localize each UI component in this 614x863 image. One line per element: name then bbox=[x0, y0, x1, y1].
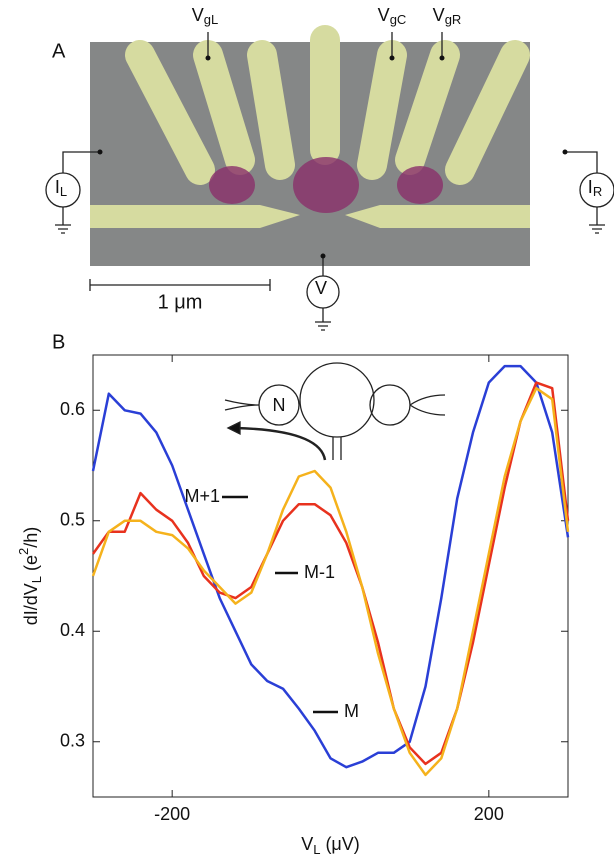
y-tick-label: 0.3 bbox=[60, 731, 85, 751]
gate-label-main: V bbox=[433, 5, 445, 25]
x-tick-label: -200 bbox=[154, 804, 190, 824]
quantum-dots bbox=[209, 157, 443, 213]
y-axis-label-part: (e bbox=[21, 555, 41, 576]
x-tick-label: 200 bbox=[474, 804, 504, 824]
series-label: M-1 bbox=[304, 562, 335, 582]
gate-label-main: V bbox=[378, 5, 390, 25]
gate-label: VgC bbox=[378, 5, 407, 28]
y-axis-label-part: /h) bbox=[21, 527, 41, 548]
scale-bar-label: 1 μm bbox=[158, 291, 203, 313]
gate-label: VgR bbox=[433, 5, 462, 28]
y-axis-label-part: dI/dV bbox=[21, 583, 41, 625]
panel-label: A bbox=[52, 40, 66, 62]
inset-schematic bbox=[224, 362, 446, 461]
series-label: M bbox=[344, 701, 359, 721]
meter-label-main: V bbox=[315, 278, 327, 298]
y-tick-label: 0.5 bbox=[60, 510, 85, 530]
gates bbox=[90, 25, 530, 228]
y-axis-label: dI/dVL (e2/h) bbox=[16, 527, 44, 626]
series-line bbox=[91, 381, 570, 766]
meter-label-main: I bbox=[588, 177, 593, 197]
meter-label: IR bbox=[588, 177, 602, 200]
inset-label: N bbox=[273, 395, 286, 415]
gate-label: VgL bbox=[192, 5, 218, 28]
meter-label-sub: L bbox=[60, 184, 67, 199]
gate-label-sub: gR bbox=[445, 12, 462, 27]
gate-label-sub: gL bbox=[204, 12, 218, 27]
meter-label: IL bbox=[55, 177, 67, 200]
meter-label-sub: R bbox=[593, 184, 602, 199]
y-axis-label-part: 2 bbox=[16, 548, 31, 555]
wiring bbox=[45, 32, 614, 331]
x-axis-label: VL (μV) bbox=[301, 834, 360, 858]
gate-label-sub: gC bbox=[390, 12, 407, 27]
y-tick-label: 0.6 bbox=[60, 399, 85, 419]
x-axis-label-part: (μV) bbox=[320, 834, 359, 854]
x-axis-label-part: L bbox=[313, 842, 320, 857]
series-line bbox=[91, 364, 570, 769]
meter-label: V bbox=[315, 278, 327, 298]
meter-label-main: I bbox=[55, 177, 60, 197]
series-line bbox=[91, 386, 570, 777]
y-axis-label-part: L bbox=[29, 576, 44, 583]
x-axis-label-part: V bbox=[301, 834, 313, 854]
y-tick-label: 0.4 bbox=[60, 620, 85, 640]
gate-label-main: V bbox=[192, 5, 204, 25]
series-label: M+1 bbox=[184, 486, 220, 506]
panel-label: B bbox=[52, 331, 65, 353]
